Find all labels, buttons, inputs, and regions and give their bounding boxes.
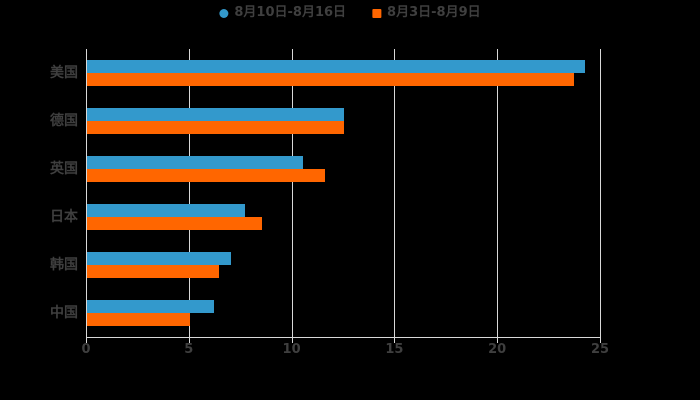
chart-legend: 8月10日-8月16日 8月3日-8月9日	[219, 6, 481, 20]
x-axis-tick-25	[600, 338, 601, 343]
x-axis-tick-15	[394, 338, 396, 343]
y-axis-category-labels: 美国德国英国日本韩国中国	[0, 49, 78, 337]
bar-series2-美国	[87, 73, 575, 86]
legend-item-week-aug3-9[interactable]: 8月3日-8月9日	[372, 6, 481, 20]
y-category-label-美国: 美国	[50, 65, 78, 81]
gridline-x-15	[394, 49, 396, 337]
plot-area: 0 5 10 15 20 25	[81, 49, 609, 357]
legend-item-label: 8月3日-8月9日	[387, 5, 481, 20]
gridline-x-5	[188, 49, 190, 337]
bar-series2-英国	[87, 169, 326, 182]
x-tick-label-25: 25	[590, 342, 610, 357]
bar-series1-日本	[87, 204, 246, 217]
bar-series2-日本	[87, 217, 262, 230]
x-axis-line	[86, 337, 601, 338]
x-tick-label-15: 15	[385, 342, 404, 357]
x-axis-tick-5	[188, 338, 190, 343]
bar-series2-韩国	[87, 265, 219, 278]
legend-item-week-aug10-16[interactable]: 8月10日-8月16日	[219, 6, 346, 20]
legend-item-label: 8月10日-8月16日	[234, 5, 347, 20]
x-tick-label-20: 20	[488, 342, 507, 357]
x-axis-tick-10	[291, 338, 293, 343]
legend-marker-square-icon	[372, 8, 382, 18]
x-tick-label-10: 10	[282, 342, 301, 357]
y-category-label-英国: 英国	[50, 161, 78, 177]
bar-series1-英国	[87, 156, 303, 169]
y-category-label-德国: 德国	[50, 113, 78, 129]
bar-series1-德国	[87, 108, 344, 121]
gridline-x-25	[600, 49, 601, 337]
x-tick-label-0: 0	[81, 342, 91, 357]
x-axis-tick-0	[86, 338, 87, 343]
bar-series1-美国	[87, 60, 585, 73]
gridline-x-20	[497, 49, 499, 337]
x-tick-label-5: 5	[184, 342, 194, 357]
gridline-x-10	[291, 49, 293, 337]
y-category-label-韩国: 韩国	[50, 257, 78, 273]
bar-series1-中国	[87, 300, 215, 313]
x-axis-tick-20	[497, 338, 499, 343]
legend-marker-circle-icon	[219, 8, 229, 18]
y-category-label-日本: 日本	[50, 209, 78, 225]
y-category-label-中国: 中国	[50, 305, 78, 321]
bar-series2-中国	[87, 313, 190, 326]
bar-series1-韩国	[87, 252, 231, 265]
bar-series2-德国	[87, 121, 344, 134]
y-axis-line	[86, 49, 87, 337]
